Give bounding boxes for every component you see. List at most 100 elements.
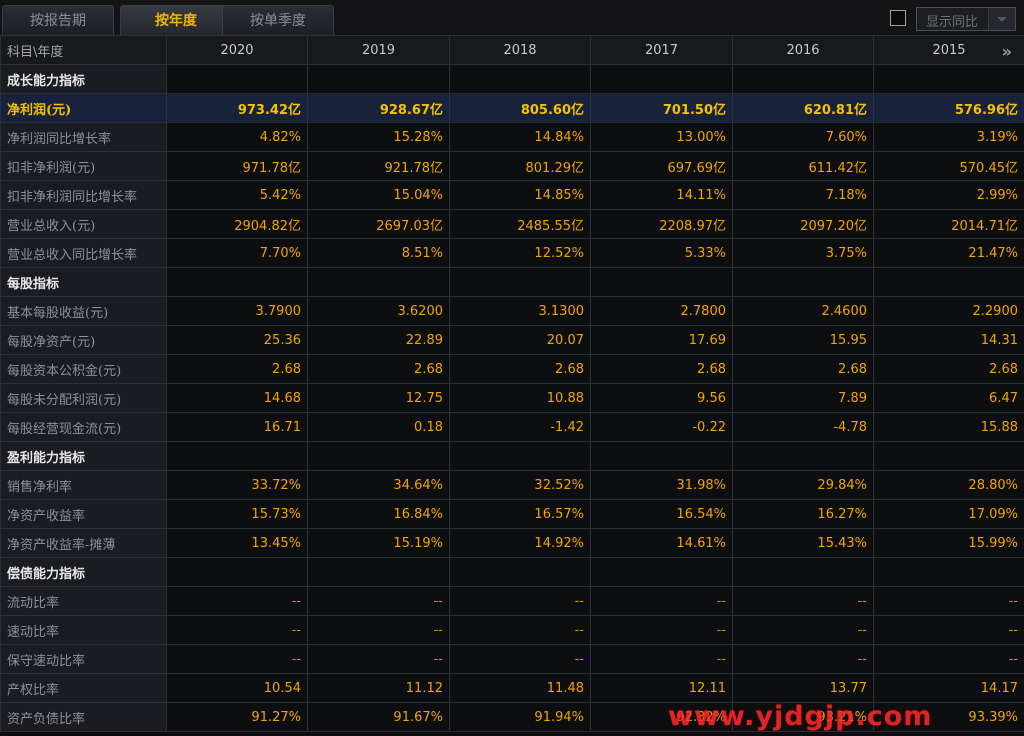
table-cell: 28.80% xyxy=(873,470,1024,500)
table-cell: -- xyxy=(307,644,450,674)
table-cell: 13.45% xyxy=(166,528,308,558)
table-cell: 16.71 xyxy=(166,412,308,442)
table-cell: 91.67% xyxy=(307,702,450,732)
table-cell: 3.19% xyxy=(873,122,1024,152)
table-row: 净资产收益率 15.73% 16.84% 16.57% 16.54% 16.27% 17.0… xyxy=(0,499,1024,529)
table-cell: 16.27% xyxy=(732,499,874,529)
show-yoy-label: 显示同比 xyxy=(926,15,979,30)
table-cell: 14.17 xyxy=(873,673,1024,703)
table-cell xyxy=(590,557,733,587)
table-cell: 697.69亿 xyxy=(590,151,733,181)
table-cell: 2.68 xyxy=(449,354,591,384)
table-row: 每股资本公积金(元) 2.68 2.68 2.68 2.68 2.68 2.68 xyxy=(0,354,1024,384)
row-label: 速动比率 xyxy=(0,615,167,645)
table-cell: 29.84% xyxy=(732,470,874,500)
double-chevron-right-icon[interactable]: » xyxy=(1001,42,1012,61)
table-cell: 15.88 xyxy=(873,412,1024,442)
table-cell: -- xyxy=(166,615,308,645)
table-cell xyxy=(873,64,1024,94)
table-cell: 2.99% xyxy=(873,180,1024,210)
table-cell: -0.22 xyxy=(590,412,733,442)
table-cell xyxy=(166,64,308,94)
table-cell: 2.68 xyxy=(307,354,450,384)
row-label: 每股净资产(元) xyxy=(0,325,167,355)
show-yoy-dropdown[interactable]: 显示同比 xyxy=(916,7,1016,31)
table-row: 净资产收益率-摊薄 13.45% 15.19% 14.92% 14.61% 15.43% 1… xyxy=(0,528,1024,558)
table-cell: -- xyxy=(732,615,874,645)
year-header: 2015 » xyxy=(873,35,1024,65)
table-row: 基本每股收益(元) 3.7900 3.6200 3.1300 2.7800 2.4600 2… xyxy=(0,296,1024,326)
table-row: 销售净利率 33.72% 34.64% 32.52% 31.98% 29.84% 28.80… xyxy=(0,470,1024,500)
table-cell: 91.94% xyxy=(449,702,591,732)
table-row: 净利润同比增长率 4.82% 15.28% 14.84% 13.00% 7.60% 3.19… xyxy=(0,122,1024,152)
table-cell: 7.18% xyxy=(732,180,874,210)
table-cell: -- xyxy=(590,615,733,645)
table-cell: 7.70% xyxy=(166,238,308,268)
table-cell: 12.11 xyxy=(590,673,733,703)
table-cell: 7.89 xyxy=(732,383,874,413)
table-cell: -- xyxy=(732,644,874,674)
year-header: 2020 xyxy=(166,35,308,65)
row-label: 资产负债比率 xyxy=(0,702,167,732)
row-label: 每股资本公积金(元) xyxy=(0,354,167,384)
table-cell: 2.2900 xyxy=(873,296,1024,326)
table-cell: 34.64% xyxy=(307,470,450,500)
table-cell: -- xyxy=(449,615,591,645)
table-cell: 2.68 xyxy=(166,354,308,384)
row-label: 销售净利率 xyxy=(0,470,167,500)
table-cell: 5.33% xyxy=(590,238,733,268)
table-cell: 93.21% xyxy=(732,702,874,732)
table-cell: 620.81亿 xyxy=(732,93,874,123)
section-row: 成长能力指标 xyxy=(0,64,1024,94)
table-cell: 12.75 xyxy=(307,383,450,413)
table-cell: 2.4600 xyxy=(732,296,874,326)
table-cell xyxy=(873,267,1024,297)
table-cell: 11.48 xyxy=(449,673,591,703)
tab-by-quarter[interactable]: 按单季度 xyxy=(222,5,334,35)
table-cell: 801.29亿 xyxy=(449,151,591,181)
table-cell xyxy=(449,64,591,94)
table-cell xyxy=(307,557,450,587)
table-row: 保守速动比率 -- -- -- -- -- -- xyxy=(0,644,1024,674)
table-cell: -4.78 xyxy=(732,412,874,442)
table-cell xyxy=(732,267,874,297)
table-row: 营业总收入同比增长率 7.70% 8.51% 12.52% 5.33% 3.75% 21.4… xyxy=(0,238,1024,268)
table-row: 扣非净利润(元) 971.78亿 921.78亿 801.29亿 697.69亿 611.… xyxy=(0,151,1024,181)
year-header: 2018 xyxy=(449,35,591,65)
table-cell: 9.56 xyxy=(590,383,733,413)
row-label: 每股经营现金流(元) xyxy=(0,412,167,442)
show-yoy-checkbox[interactable] xyxy=(890,10,906,26)
tab-bar: 按报告期 按年度 按单季度 显示同比 xyxy=(0,0,1024,35)
table-cell: 611.42亿 xyxy=(732,151,874,181)
section-title: 成长能力指标 xyxy=(0,64,167,94)
table-cell: -- xyxy=(732,586,874,616)
row-label: 扣非净利润(元) xyxy=(0,151,167,181)
table-cell: 16.54% xyxy=(590,499,733,529)
table-cell: 805.60亿 xyxy=(449,93,591,123)
table-cell xyxy=(166,267,308,297)
table-cell: 13.77 xyxy=(732,673,874,703)
table-cell: -- xyxy=(166,644,308,674)
table-cell: 2.7800 xyxy=(590,296,733,326)
table-cell: 10.54 xyxy=(166,673,308,703)
section-row: 每股指标 xyxy=(0,267,1024,297)
table-row: 资产负债比率 91.27% 91.67% 91.94% 92.32% 93.21% 93.3… xyxy=(0,702,1024,732)
table-cell: 2904.82亿 xyxy=(166,209,308,239)
table-cell: 14.11% xyxy=(590,180,733,210)
table-cell: 15.73% xyxy=(166,499,308,529)
table-cell: 32.52% xyxy=(449,470,591,500)
tab-by-year[interactable]: 按年度 xyxy=(120,5,232,35)
table-cell: -- xyxy=(873,586,1024,616)
tab-by-report-period[interactable]: 按报告期 xyxy=(2,5,114,35)
row-label: 营业总收入(元) xyxy=(0,209,167,239)
chevron-down-icon[interactable] xyxy=(988,8,1015,30)
table-cell: -- xyxy=(873,615,1024,645)
table-cell: 2485.55亿 xyxy=(449,209,591,239)
table-header-row: 科目\年度 2020 2019 2018 2017 2016 2015 » xyxy=(0,35,1024,65)
table-cell: 570.45亿 xyxy=(873,151,1024,181)
table-cell: -- xyxy=(449,644,591,674)
table-cell: 15.04% xyxy=(307,180,450,210)
table-cell: 17.69 xyxy=(590,325,733,355)
table-cell xyxy=(307,267,450,297)
table-cell: 928.67亿 xyxy=(307,93,450,123)
